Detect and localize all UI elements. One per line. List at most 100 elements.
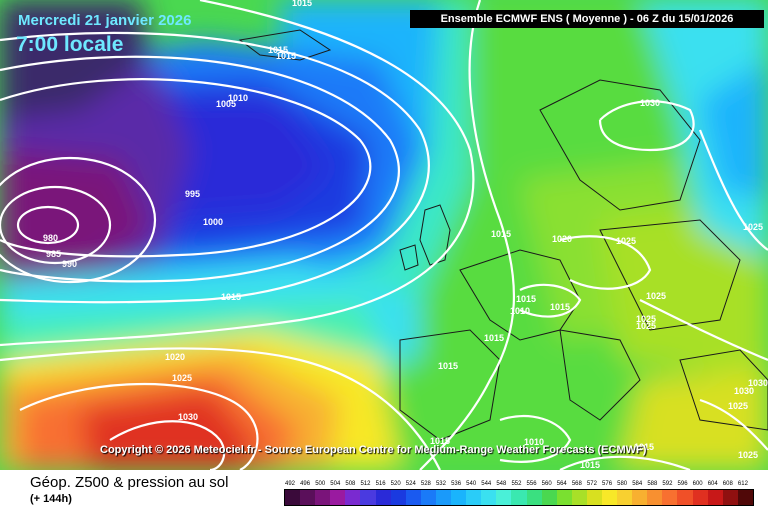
isobar-label: 1015: [221, 292, 241, 302]
isobar-label: 1025: [743, 222, 763, 232]
legend-label: 608: [722, 481, 733, 487]
isobar-label: 1025: [172, 373, 192, 383]
isobar-label: 1010: [510, 306, 530, 316]
legend-label: 600: [692, 481, 703, 487]
isobar-label: 1015: [491, 229, 511, 239]
legend-label: 580: [617, 481, 628, 487]
legend-swatch: [617, 490, 633, 505]
legend-swatch: [677, 490, 693, 505]
legend-swatch: [390, 490, 406, 505]
legend-label: 592: [662, 481, 673, 487]
legend-swatch: [345, 490, 361, 505]
isobar-label: 1015: [292, 0, 312, 8]
legend-label: 564: [556, 481, 567, 487]
legend-label: 540: [466, 481, 477, 487]
map-title: Géop. Z500 & pression au sol: [30, 474, 229, 491]
forecast-range: (+ 144h): [30, 493, 72, 505]
legend-swatch: [662, 490, 678, 505]
copyright-notice: Copyright © 2026 Meteociel.fr - Source E…: [100, 444, 647, 456]
legend-swatch: [360, 490, 376, 505]
legend-label: 524: [405, 481, 416, 487]
legend-label: 520: [390, 481, 401, 487]
isobar-label: 1015: [430, 436, 450, 446]
legend-swatch: [586, 490, 602, 505]
isobar-label: 1025: [616, 236, 636, 246]
isobar-label: 1015: [484, 333, 504, 343]
legend-label: 560: [541, 481, 552, 487]
legend-color-scale: [284, 489, 754, 506]
legend-swatch: [466, 490, 482, 505]
legend-label: 544: [481, 481, 492, 487]
legend-label: 508: [345, 481, 356, 487]
legend-label: 584: [632, 481, 643, 487]
legend-swatch: [541, 490, 557, 505]
legend-label: 512: [360, 481, 371, 487]
legend-label: 536: [451, 481, 462, 487]
legend-label: 500: [315, 481, 326, 487]
isobar-label: 1015: [438, 361, 458, 371]
legend-swatch: [647, 490, 663, 505]
legend-swatch: [300, 490, 316, 505]
legend-swatch: [737, 490, 753, 505]
legend-swatch: [375, 490, 391, 505]
forecast-time: 7:00 locale: [16, 33, 124, 56]
legend-swatch: [692, 490, 708, 505]
isobar-label: 980: [43, 233, 58, 243]
legend-label: 612: [737, 481, 748, 487]
isobar-label: 985: [46, 249, 61, 259]
isobar-label: 1025: [646, 291, 666, 301]
isobar-label: 1030: [178, 412, 198, 422]
legend-swatch: [451, 490, 467, 505]
legend-scale-labels: 492 496 500 504 508 512 516 520 524 528 532 536 540 5…: [284, 481, 752, 489]
legend-label: 492: [285, 481, 296, 487]
isobar-label: 1015: [634, 442, 654, 452]
legend-label: 528: [420, 481, 431, 487]
isobar-label: 1030: [640, 98, 660, 108]
geopotential-field: [0, 0, 768, 470]
legend-label: 548: [496, 481, 507, 487]
legend-label: 504: [330, 481, 341, 487]
isobar-label: 1015: [516, 294, 536, 304]
map-canvas: 1015 1015 1015 1010 1005 995 1000 980 98…: [0, 0, 768, 470]
legend-swatch: [632, 490, 648, 505]
isobar-label: 1025: [728, 401, 748, 411]
legend-swatch: [707, 490, 723, 505]
isobar-labels: 1015 1015 1015 1010 1005 995 1000 980 98…: [43, 0, 768, 470]
legend-label: 572: [586, 481, 597, 487]
isobar-label: 1025: [636, 314, 656, 324]
isobar-label: 990: [62, 259, 77, 269]
legend-label: 596: [677, 481, 688, 487]
legend-swatch: [435, 490, 452, 505]
forecast-date: Mercredi 21 janvier 2026: [18, 12, 192, 29]
legend-swatch: [496, 490, 512, 505]
isobar-label: 1020: [552, 234, 572, 244]
legend-swatch: [330, 490, 346, 505]
legend-label: 568: [571, 481, 582, 487]
legend-swatch: [601, 490, 618, 505]
model-banner: Ensemble ECMWF ENS ( Moyenne ) - 06 Z du…: [410, 10, 764, 28]
legend-label: 556: [526, 481, 537, 487]
legend-swatch: [315, 490, 331, 505]
isobar-label: 1020: [165, 352, 185, 362]
isobar-label: 1015: [276, 51, 296, 61]
legend-label: 552: [511, 481, 522, 487]
isobar-label: 1010: [228, 93, 248, 103]
forecast-map: 1015 1015 1015 1010 1005 995 1000 980 98…: [0, 0, 768, 470]
isobar-label: 1025: [738, 450, 758, 460]
legend-swatch: [481, 490, 497, 505]
isobar-label: 1015: [268, 45, 288, 55]
legend-swatch: [526, 490, 542, 505]
legend-swatch: [571, 490, 587, 505]
coastlines: [238, 29, 768, 441]
legend-label: 588: [647, 481, 658, 487]
isobar-label: 995: [185, 189, 200, 199]
legend-swatch: [285, 490, 301, 505]
isobar-label: 1010: [524, 437, 544, 447]
legend-label: 516: [375, 481, 386, 487]
legend-swatch: [722, 490, 738, 505]
isobar-label: 1015: [580, 460, 600, 470]
isobar-label: 1030: [748, 378, 768, 388]
isobars: [0, 0, 768, 470]
isobar-label: 1030: [734, 386, 754, 396]
isobar-label: 1000: [203, 217, 223, 227]
